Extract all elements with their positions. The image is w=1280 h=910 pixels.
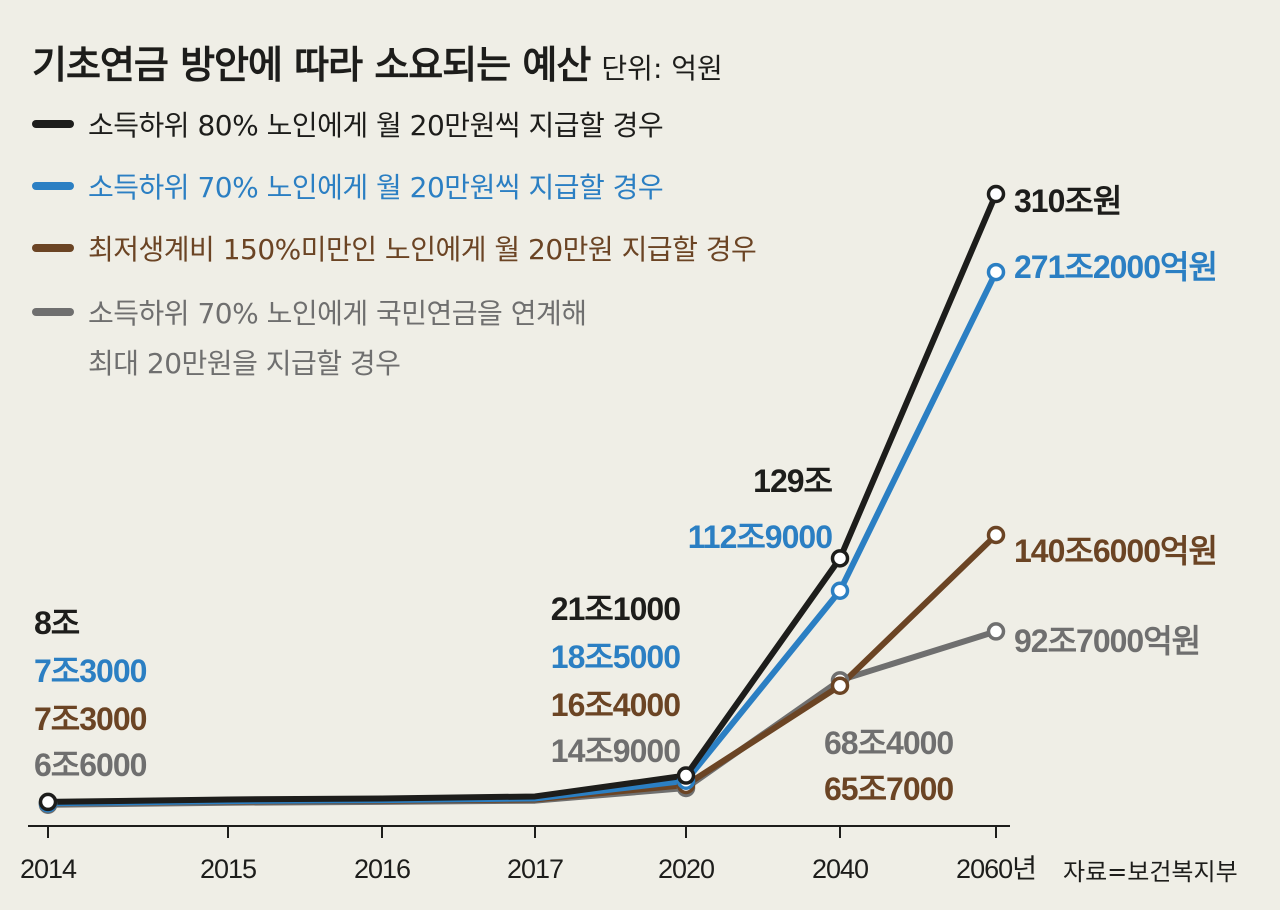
series-1-point	[38, 792, 58, 812]
series-line-2	[45, 269, 999, 807]
data-label-series-1: 21조1000	[551, 591, 680, 627]
series-3-point	[986, 525, 1006, 545]
series-points	[38, 184, 1006, 814]
series-4-point	[986, 622, 1006, 641]
x-tick-label: 2016	[354, 854, 410, 884]
data-label-series-1: 129조	[753, 463, 832, 499]
data-label-series-2: 271조2000억원	[1014, 249, 1217, 285]
chart-title: 기초연금 방안에 따라 소요되는 예산	[32, 43, 591, 87]
data-label-series-2: 18조5000	[551, 639, 680, 675]
legend-swatch-1	[32, 120, 74, 128]
legend-swatch-3	[32, 244, 74, 252]
data-labels: 8조 21조1000 129조 310조원 7조3000 18조5000 112조9000 2…	[34, 183, 1218, 807]
legend-label-4: 소득하위 70% 노인에게 국민연금을 연계해	[88, 297, 587, 330]
series-2-point	[830, 581, 850, 600]
legend-label-2: 소득하위 70% 노인에게 월 20만원씩 지급할 경우	[88, 171, 664, 204]
source-note: 자료=보건복지부	[1063, 858, 1238, 886]
x-tick-label: 2040	[812, 854, 868, 884]
x-tick-label: 2015	[200, 854, 256, 884]
series-3-point	[830, 676, 850, 696]
data-label-series-1: 310조원	[1014, 183, 1121, 219]
data-label-series-2: 7조3000	[34, 653, 147, 689]
series-line-1	[45, 191, 999, 805]
legend-swatch-4	[32, 308, 74, 316]
data-label-series-4: 92조7000억원	[1014, 623, 1200, 659]
data-label-series-4: 14조9000	[551, 733, 680, 769]
x-tick-label: 2020	[658, 854, 714, 884]
series-2-point	[986, 262, 1006, 282]
series-1-point	[676, 766, 696, 785]
data-label-series-2: 112조9000	[688, 519, 832, 555]
series-1-point	[830, 549, 850, 568]
title-row: 기초연금 방안에 따라 소요되는 예산 단위: 억원	[32, 34, 723, 89]
legend-item-2: 소득하위 70% 노인에게 월 20만원씩 지급할 경우	[32, 166, 664, 206]
legend-swatch-2	[32, 182, 74, 190]
legend-label-4-line2: 최대 20만원을 지급할 경우	[88, 347, 401, 380]
data-label-series-4: 68조4000	[824, 725, 953, 761]
legend-item-4: 소득하위 70% 노인에게 국민연금을 연계해	[32, 292, 587, 332]
legend-label-1: 소득하위 80% 노인에게 월 20만원씩 지급할 경우	[88, 109, 664, 142]
x-tick-label: 2017	[507, 854, 563, 884]
data-label-series-3: 65조7000	[824, 771, 953, 807]
x-tick-label: 2014	[20, 854, 77, 884]
legend-item-3: 최저생계비 150%미만인 노인에게 월 20만원 지급할 경우	[32, 228, 757, 268]
data-label-series-4: 6조6000	[34, 747, 147, 783]
data-label-series-3: 16조4000	[551, 687, 680, 723]
data-label-series-3: 7조3000	[34, 701, 147, 737]
legend-item-1: 소득하위 80% 노인에게 월 20만원씩 지급할 경우	[32, 104, 664, 144]
series-1-point	[986, 184, 1006, 204]
series-lines	[45, 191, 999, 808]
data-label-series-3: 140조6000억원	[1014, 533, 1217, 569]
x-axis: 2014 2015 2016 2017 2020 2040 2060년	[20, 825, 1037, 884]
series-line-3	[45, 531, 999, 807]
x-tick-label: 2060년	[956, 854, 1036, 884]
unit-label: 단위: 억원	[601, 52, 723, 85]
legend-label-3: 최저생계비 150%미만인 노인에게 월 20만원 지급할 경우	[88, 233, 757, 266]
data-label-series-1: 8조	[34, 605, 80, 641]
